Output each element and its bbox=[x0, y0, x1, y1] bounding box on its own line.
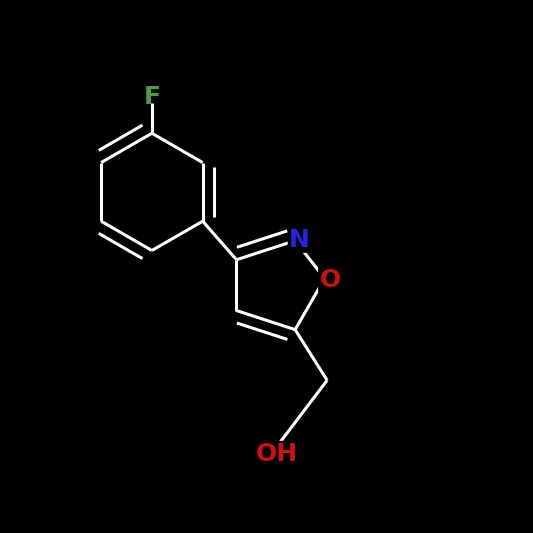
Text: O: O bbox=[319, 268, 341, 292]
Text: OH: OH bbox=[256, 442, 298, 466]
Text: N: N bbox=[289, 228, 310, 252]
Text: F: F bbox=[143, 85, 160, 109]
